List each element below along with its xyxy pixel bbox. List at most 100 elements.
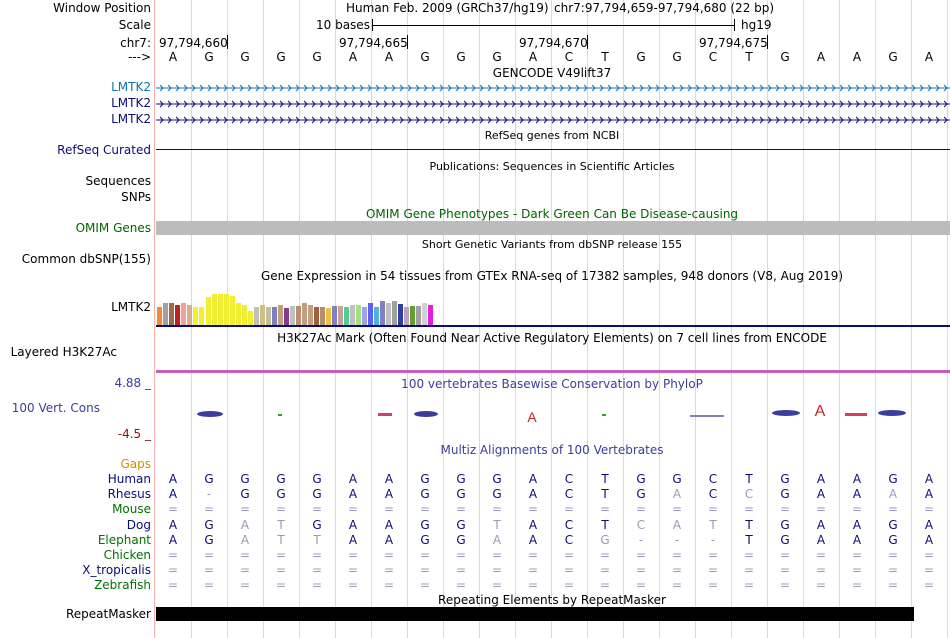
alignment-base: = [707, 578, 719, 592]
gencode-label-1[interactable]: LMTK2 [111, 80, 151, 94]
gridline [551, 0, 552, 638]
alignment-base: A [384, 472, 394, 486]
refseq-label[interactable]: RefSeq Curated [57, 143, 151, 157]
alignment-base: = [815, 502, 827, 516]
alignment-base: = [707, 563, 719, 577]
alignment-base: = [167, 563, 179, 577]
base: G [672, 50, 682, 64]
gencode-transcript-2[interactable] [156, 97, 950, 111]
alignment-base: = [455, 502, 467, 516]
alignment-base: A [816, 487, 826, 501]
alignment-base: A [528, 487, 538, 501]
alignment-base: = [383, 563, 395, 577]
alignment-base: = [383, 578, 395, 592]
gencode-transcript-3[interactable] [156, 113, 950, 127]
alignment-base: = [779, 563, 791, 577]
alignment-base: = [887, 548, 899, 562]
gtex-tissue-bar [199, 307, 204, 326]
alignment-base: A [852, 533, 862, 547]
alignment-base: = [743, 548, 755, 562]
alignment-base: T [601, 472, 609, 486]
base: A [816, 50, 826, 64]
alignment-base: = [887, 563, 899, 577]
species-label-mouse[interactable]: Mouse [112, 502, 151, 516]
gtex-tissue-bar [422, 303, 427, 326]
alignment-base: = [167, 548, 179, 562]
h3k27ac-label[interactable]: Layered H3K27Ac [10, 345, 117, 359]
alignment-base: T [493, 518, 501, 532]
alignment-base: A [240, 533, 250, 547]
alignment-base: = [815, 548, 827, 562]
refseq-gene-line[interactable] [156, 149, 950, 150]
snps-label[interactable]: SNPs [121, 190, 151, 204]
alignment-base: = [923, 502, 935, 516]
gtex-tissue-bar [302, 303, 307, 326]
omim-label[interactable]: OMIM Genes [75, 221, 151, 235]
alignment-base: G [204, 472, 214, 486]
gencode-transcript-1[interactable] [156, 81, 950, 95]
gtex-tissue-bar [290, 306, 295, 326]
gencode-label-3[interactable]: LMTK2 [111, 112, 151, 126]
gtex-tissue-bar [181, 303, 186, 326]
alignment-base: = [383, 502, 395, 516]
base: A [168, 50, 178, 64]
scale-bar-right-tick [734, 19, 735, 31]
gtex-label[interactable]: LMTK2 [111, 300, 151, 314]
alignment-base: = [563, 578, 575, 592]
gtex-tissue-bar [284, 308, 289, 326]
alignment-base: = [527, 502, 539, 516]
alignment-base: G [276, 487, 286, 501]
coordinate-tick [407, 35, 408, 49]
species-label-zebrafish[interactable]: Zebrafish [94, 578, 151, 592]
alignment-base: A [852, 472, 862, 486]
browser-image[interactable]: Human Feb. 2009 (GRCh37/hg19) chr7:97,79… [156, 0, 950, 638]
alignment-base: = [923, 548, 935, 562]
coordinate-label: 97,794,660 [159, 36, 228, 50]
alignment-base: G [204, 533, 214, 547]
dbsnp-label[interactable]: Common dbSNP(155) [21, 252, 151, 266]
alignment-base: = [671, 563, 683, 577]
alignment-base: A [924, 533, 934, 547]
phylop-mark-9: A [815, 403, 826, 420]
gridline [947, 0, 948, 638]
gtex-tissue-bar [278, 305, 283, 326]
gtex-tissue-bar [224, 294, 229, 326]
alignment-base: = [311, 563, 323, 577]
gtex-expression-chart[interactable] [156, 284, 950, 328]
phylop-mark-10 [845, 413, 867, 416]
repeatmasker-element[interactable] [156, 607, 914, 621]
alignment-base: = [203, 548, 215, 562]
alignment-base: = [419, 502, 431, 516]
alignment-base: G [636, 472, 646, 486]
gtex-tissue-bar [206, 297, 211, 326]
alignment-base: A [888, 487, 898, 501]
alignment-base: G [888, 518, 898, 532]
gtex-title: Gene Expression in 54 tissues from GTEx … [260, 269, 844, 283]
alignment-base: = [563, 502, 575, 516]
alignment-base: A [852, 487, 862, 501]
alignment-base: G [420, 518, 430, 532]
alignment-base: G [780, 472, 790, 486]
species-label-elephant[interactable]: Elephant [97, 533, 151, 547]
alignment-base: = [239, 548, 251, 562]
species-label-rhesus[interactable]: Rhesus [107, 487, 151, 501]
alignment-base: A [672, 518, 682, 532]
phylop-logo[interactable]: A A [156, 400, 950, 430]
alignment-base: = [347, 502, 359, 516]
h3k27ac-signal[interactable] [156, 370, 950, 373]
species-label-x_tropicalis[interactable]: X_tropicalis [82, 563, 151, 577]
phylop-name-label[interactable]: 100 Vert. Cons [11, 401, 100, 415]
species-label-chicken[interactable]: Chicken [103, 548, 151, 562]
alignment-base: = [491, 502, 503, 516]
alignment-base: = [455, 548, 467, 562]
repeatmasker-label[interactable]: RepeatMasker [65, 607, 151, 621]
gencode-label-2[interactable]: LMTK2 [111, 96, 151, 110]
sequences-label[interactable]: Sequences [85, 174, 151, 188]
species-label-dog[interactable]: Dog [126, 518, 151, 532]
base: A [348, 50, 358, 64]
gtex-tissue-bar [326, 308, 331, 326]
gridline [731, 0, 732, 638]
species-label-human[interactable]: Human [107, 472, 151, 486]
alignment-base: = [707, 548, 719, 562]
omim-gene-bar[interactable] [156, 221, 950, 235]
